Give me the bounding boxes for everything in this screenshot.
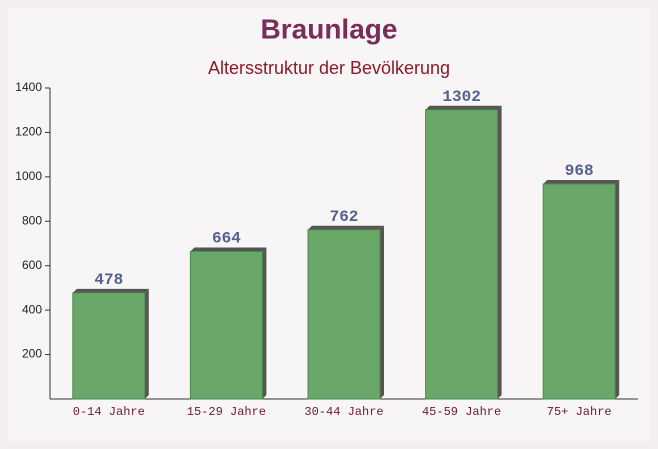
value-label: 1302 [442, 88, 480, 106]
x-tick-label: 45-59 Jahre [422, 405, 501, 419]
y-tick-label: 1000 [15, 169, 42, 183]
bar [542, 183, 616, 400]
value-label: 968 [565, 162, 594, 180]
y-tick-label: 1400 [15, 80, 42, 94]
x-tick-label: 30-44 Jahre [304, 405, 383, 419]
bar [425, 109, 499, 400]
bar-shadow [144, 288, 149, 399]
bar-shadow [262, 247, 267, 399]
x-tick-label: 75+ Jahre [547, 405, 612, 419]
y-tick-label: 600 [22, 258, 42, 272]
y-tick-label: 1200 [15, 125, 42, 139]
chart-subtitle: Altersstruktur der Bevölkerung [208, 58, 450, 78]
bar-shadow [543, 179, 620, 184]
bar-shadow [308, 225, 384, 230]
value-label: 664 [212, 230, 241, 248]
bar-shadow [72, 288, 149, 293]
value-label: 478 [94, 271, 123, 289]
value-label: 762 [330, 208, 359, 226]
bar-shadow [615, 179, 620, 399]
chart-title: Braunlage [261, 13, 398, 44]
bar-shadow [190, 247, 267, 252]
bar-shadow [380, 225, 384, 399]
x-tick-label: 15-29 Jahre [187, 405, 266, 419]
x-tick-label: 0-14 Jahre [73, 405, 145, 419]
y-tick-label: 800 [22, 213, 42, 227]
bar-shadow [425, 105, 502, 110]
bar [307, 229, 381, 400]
bar [189, 250, 263, 400]
y-tick-label: 400 [22, 302, 42, 316]
y-tick-label: 200 [22, 347, 42, 361]
bar-shadow [497, 105, 502, 400]
bar [72, 292, 146, 400]
